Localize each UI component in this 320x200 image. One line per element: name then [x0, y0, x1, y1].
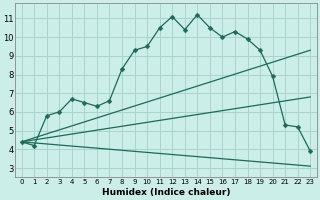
X-axis label: Humidex (Indice chaleur): Humidex (Indice chaleur) [102, 188, 230, 197]
